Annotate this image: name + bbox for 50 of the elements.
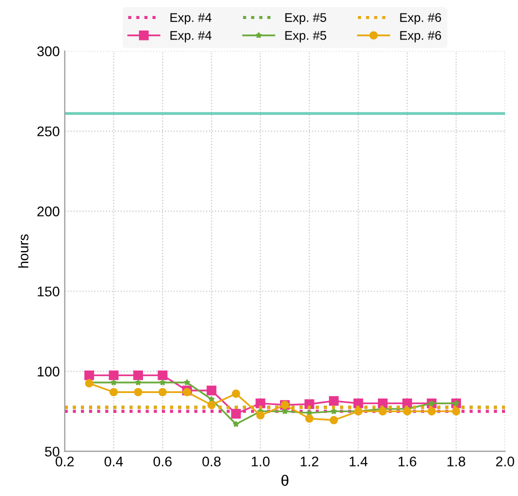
x-tick-label: 1.0 [252,456,270,466]
legend-label: Exp. #4 [170,31,212,42]
point [231,408,241,419]
x-tick-label: 1.2 [300,456,318,466]
point [206,386,216,396]
x-tick-label: 0.8 [202,456,221,466]
y-tick-label: 250 [37,126,60,136]
point [158,370,168,380]
point [84,370,94,380]
point [207,400,216,410]
point [232,420,240,428]
point [159,379,166,386]
y-axis-title: hours [18,234,28,268]
legend-label: Exp. #5 [285,31,326,42]
point [353,398,364,408]
point [110,379,118,386]
point [133,370,143,380]
x-tick-label: 0.2 [56,456,74,466]
x-tick-label: 1.4 [350,456,368,466]
point [110,388,118,396]
x-tick-label: 1.8 [448,456,466,466]
legend-label: Exp. #6 [400,31,442,42]
point [330,416,338,424]
point [134,379,142,386]
point [428,407,436,416]
y-tick-label: 150 [38,286,60,296]
point [256,411,265,420]
point [158,388,167,396]
legend-label: Exp. #4 [170,13,212,24]
point [256,398,266,408]
legend-label: Exp. #5 [285,13,326,24]
point [452,407,460,416]
point [108,370,119,380]
y-tick-label: 300 [37,46,60,56]
y-tick-label: 200 [37,206,60,216]
point [134,388,142,396]
point [184,379,190,386]
point [378,407,387,416]
x-tick-label: 0.4 [104,456,123,466]
x-axis-title: θ [281,474,288,486]
legend-label: Exp. #6 [400,13,442,24]
x-tick-label: 2.0 [496,456,514,466]
x-tick-label: 1.6 [398,456,416,466]
point [305,414,314,423]
point [403,407,412,416]
point [232,390,240,398]
x-tick-label: 0.6 [153,456,172,466]
y-tick-label: 50 [44,446,60,457]
point [328,396,339,406]
y-tick-label: 100 [38,366,60,376]
